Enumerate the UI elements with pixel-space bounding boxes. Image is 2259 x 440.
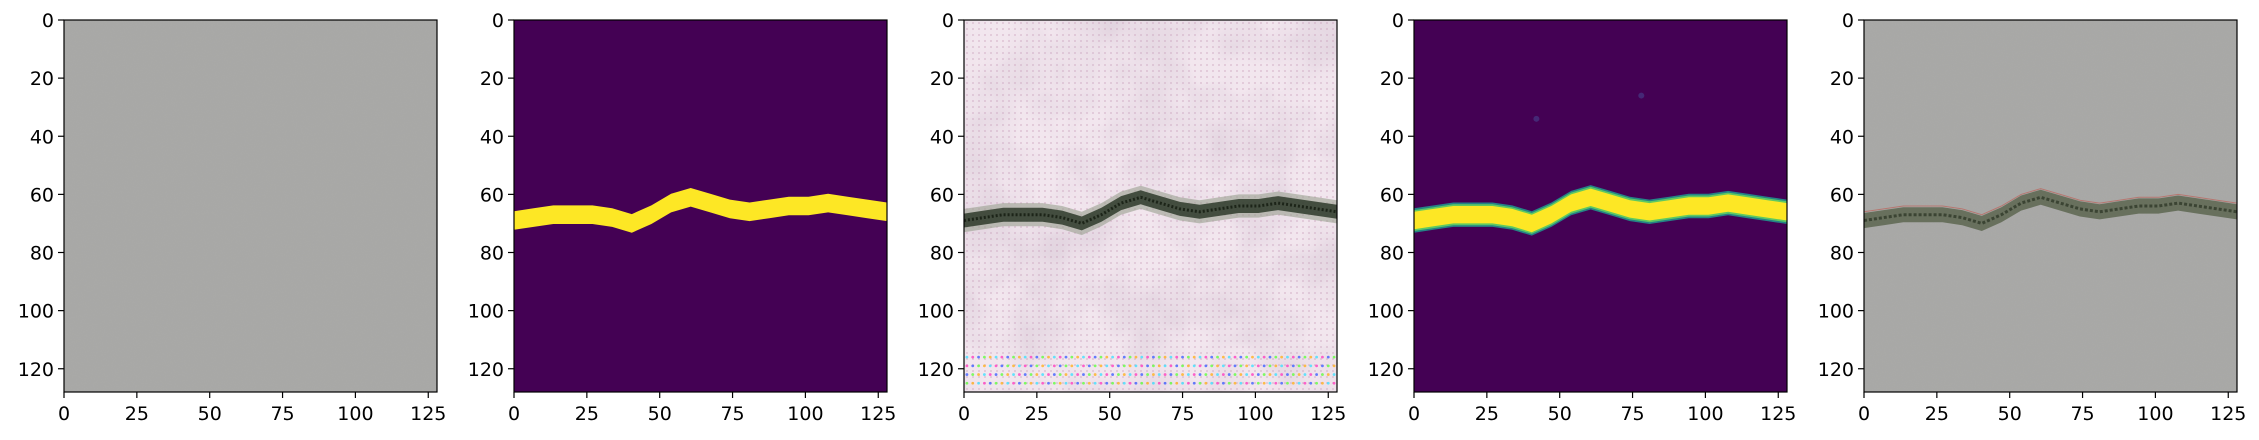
x-tick-label: 0 (1858, 403, 1870, 425)
x-tick-label: 125 (410, 403, 446, 425)
axes-frame (513, 19, 888, 393)
x-tick-label: 125 (1760, 403, 1796, 425)
y-tick-label: 20 (480, 68, 504, 90)
crack-mask (514, 188, 887, 233)
axes-frame (1863, 19, 2238, 393)
y-tick-label: 0 (1842, 10, 1854, 32)
image-area (964, 20, 1337, 392)
y-tick-label: 80 (1830, 243, 1854, 265)
y-tick-label: 40 (1380, 126, 1404, 148)
y-tick-label: 120 (918, 359, 954, 381)
y-tick-label: 60 (480, 184, 504, 206)
mask-panel-1: 0 20 40 60 80 100 120 0 25 50 75 100 125 (450, 0, 897, 440)
y-tick-label: 40 (480, 126, 504, 148)
y-tick-label: 80 (30, 243, 54, 265)
y-tick-label: 100 (1368, 301, 1404, 323)
x-tick-label: 50 (1098, 403, 1122, 425)
x-tick-label: 75 (2070, 403, 2094, 425)
y-tick-label: 80 (930, 243, 954, 265)
y-tick-label: 80 (480, 243, 504, 265)
x-tick-label: 50 (648, 403, 672, 425)
x-tick-label: 75 (1620, 403, 1644, 425)
x-tick-label: 25 (1925, 403, 1949, 425)
y-tick-label: 120 (468, 359, 504, 381)
axes-frame (1413, 19, 1788, 393)
image-area (1414, 20, 1787, 392)
axes-frame (63, 19, 438, 393)
y-tick-label: 120 (18, 359, 54, 381)
y-tick-label: 40 (30, 126, 54, 148)
x-tick-label: 50 (1548, 403, 1572, 425)
x-tick-label: 125 (1310, 403, 1346, 425)
y-tick-label: 100 (468, 301, 504, 323)
y-tick-label: 60 (30, 184, 54, 206)
y-tick-label: 120 (1818, 359, 1854, 381)
x-tick-label: 125 (2210, 403, 2246, 425)
x-tick-label: 50 (1998, 403, 2022, 425)
x-tick-label: 0 (1408, 403, 1420, 425)
x-tick-label: 0 (958, 403, 970, 425)
y-tick-label: 80 (1380, 243, 1404, 265)
y-tick-label: 60 (930, 184, 954, 206)
crack-overlay (1864, 189, 2237, 231)
y-tick-label: 0 (1392, 10, 1404, 32)
y-tick-label: 20 (1830, 68, 1854, 90)
x-tick-label: 25 (125, 403, 149, 425)
y-tick-label: 100 (18, 301, 54, 323)
y-tick-label: 100 (1818, 301, 1854, 323)
x-tick-label: 50 (198, 403, 222, 425)
x-tick-label: 75 (270, 403, 294, 425)
x-tick-label: 0 (508, 403, 520, 425)
image-area (64, 20, 437, 392)
x-tick-label: 100 (787, 403, 823, 425)
y-tick-label: 100 (918, 301, 954, 323)
x-tick-label: 100 (2137, 403, 2173, 425)
x-tick-label: 75 (1170, 403, 1194, 425)
axes-frame (963, 19, 1338, 393)
y-tick-label: 0 (492, 10, 504, 32)
x-tick-label: 125 (860, 403, 896, 425)
y-tick-label: 0 (42, 10, 54, 32)
image-area (1864, 20, 2237, 392)
y-tick-label: 40 (930, 126, 954, 148)
x-tick-label: 25 (575, 403, 599, 425)
x-tick-label: 25 (1475, 403, 1499, 425)
x-tick-label: 75 (720, 403, 744, 425)
x-tick-label: 100 (337, 403, 373, 425)
y-tick-label: 120 (1368, 359, 1404, 381)
y-tick-label: 60 (1830, 184, 1854, 206)
y-tick-label: 40 (1830, 126, 1854, 148)
y-tick-label: 20 (930, 68, 954, 90)
x-tick-label: 100 (1687, 403, 1723, 425)
y-tick-label: 20 (1380, 68, 1404, 90)
x-tick-label: 0 (58, 403, 70, 425)
mask-panel-2: 0 20 40 60 80 100 120 0 25 50 75 100 125 (1350, 0, 1797, 440)
generated-image-panel: 0 20 40 60 80 100 120 0 25 50 75 100 125 (900, 0, 1347, 440)
input-image-panel: 0 20 40 60 80 100 120 0 25 50 75 100 125 (0, 0, 447, 440)
y-tick-label: 20 (30, 68, 54, 90)
x-tick-label: 100 (1237, 403, 1273, 425)
x-tick-label: 25 (1025, 403, 1049, 425)
image-area (514, 20, 887, 392)
y-tick-label: 0 (942, 10, 954, 32)
overlay-image-panel: 0 20 40 60 80 100 120 0 25 50 75 100 125 (1800, 0, 2247, 440)
y-tick-label: 60 (1380, 184, 1404, 206)
